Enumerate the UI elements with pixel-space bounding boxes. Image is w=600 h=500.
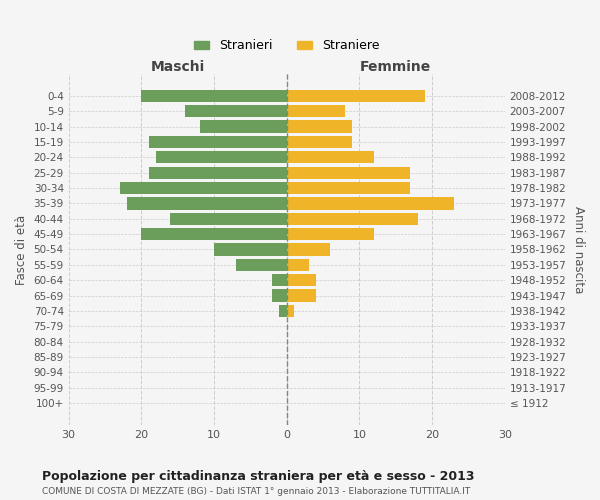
Bar [170, 212, 287, 225]
Y-axis label: Anni di nascita: Anni di nascita [572, 206, 585, 293]
Bar [287, 166, 410, 179]
Bar [287, 136, 352, 148]
Bar [287, 258, 308, 271]
Bar [287, 212, 418, 225]
Bar [272, 274, 287, 286]
Bar [119, 182, 287, 194]
Bar [287, 182, 410, 194]
Bar [200, 120, 287, 133]
Bar [127, 198, 287, 209]
Bar [287, 228, 374, 240]
Bar [287, 105, 345, 118]
Bar [287, 244, 331, 256]
Bar [156, 151, 287, 164]
Bar [287, 274, 316, 286]
Text: Femmine: Femmine [360, 60, 431, 74]
Legend: Stranieri, Straniere: Stranieri, Straniere [189, 34, 385, 58]
Bar [149, 136, 287, 148]
Bar [272, 290, 287, 302]
Text: COMUNE DI COSTA DI MEZZATE (BG) - Dati ISTAT 1° gennaio 2013 - Elaborazione TUTT: COMUNE DI COSTA DI MEZZATE (BG) - Dati I… [42, 488, 470, 496]
Bar [149, 166, 287, 179]
Bar [287, 120, 352, 133]
Bar [287, 305, 294, 317]
Bar [287, 151, 374, 164]
Bar [236, 258, 287, 271]
Bar [287, 290, 316, 302]
Text: Popolazione per cittadinanza straniera per età e sesso - 2013: Popolazione per cittadinanza straniera p… [42, 470, 475, 483]
Bar [142, 228, 287, 240]
Bar [185, 105, 287, 118]
Text: Maschi: Maschi [151, 60, 205, 74]
Bar [287, 90, 425, 102]
Bar [287, 198, 454, 209]
Bar [280, 305, 287, 317]
Bar [142, 90, 287, 102]
Bar [214, 244, 287, 256]
Y-axis label: Fasce di età: Fasce di età [15, 214, 28, 284]
